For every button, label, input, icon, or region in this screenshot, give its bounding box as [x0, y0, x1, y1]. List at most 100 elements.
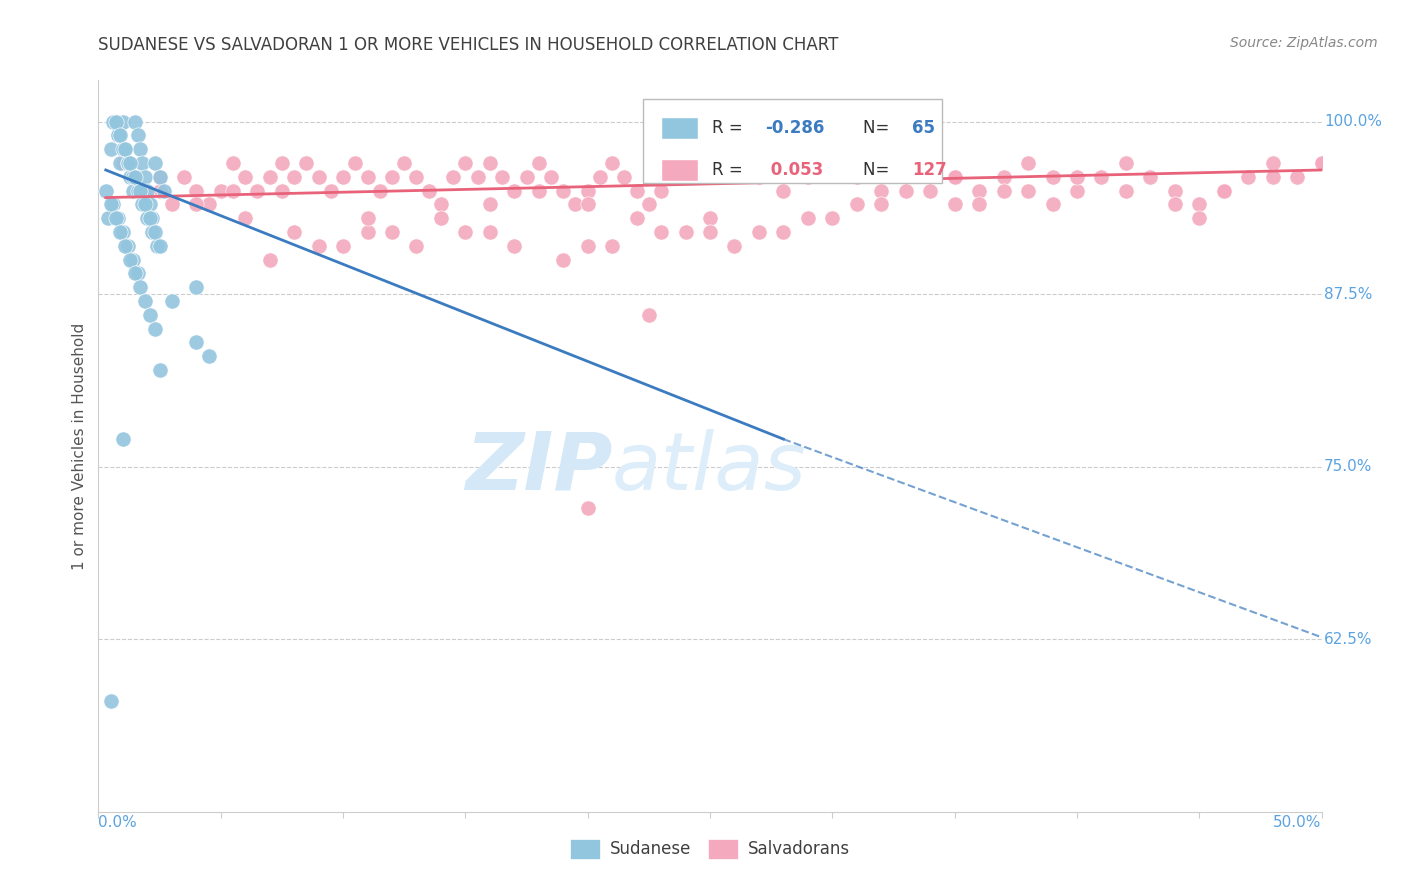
Point: [121, 252, 143, 267]
Point: [283, 225, 305, 239]
Point: [478, 225, 501, 239]
Point: [139, 197, 162, 211]
Point: [600, 156, 623, 170]
Point: [356, 225, 378, 239]
Point: [308, 239, 330, 253]
Point: [270, 184, 294, 198]
Point: [124, 169, 146, 184]
Text: 127: 127: [912, 161, 946, 179]
Point: [114, 142, 136, 156]
Point: [454, 225, 477, 239]
Point: [430, 211, 453, 226]
Point: [136, 211, 159, 226]
Point: [356, 211, 378, 226]
Point: [149, 239, 172, 253]
Point: [441, 169, 464, 184]
Point: [114, 142, 136, 156]
Point: [1042, 197, 1064, 211]
Point: [662, 169, 685, 184]
Point: [111, 225, 134, 239]
Point: [527, 156, 550, 170]
Point: [110, 225, 132, 239]
Point: [723, 156, 745, 170]
Point: [259, 169, 281, 184]
Point: [160, 197, 183, 211]
Text: -0.286: -0.286: [765, 119, 824, 136]
Point: [246, 184, 269, 198]
Point: [503, 184, 526, 198]
Text: 62.5%: 62.5%: [1324, 632, 1372, 647]
Point: [576, 197, 599, 211]
Point: [870, 184, 893, 198]
Point: [186, 335, 208, 350]
Point: [527, 184, 550, 198]
Point: [104, 211, 127, 226]
Point: [1310, 156, 1333, 170]
Point: [967, 184, 990, 198]
Point: [117, 156, 139, 170]
Point: [283, 169, 305, 184]
Point: [111, 114, 134, 128]
Point: [1115, 184, 1137, 198]
Point: [197, 349, 219, 363]
Point: [139, 308, 162, 322]
Point: [295, 156, 318, 170]
Point: [1212, 184, 1234, 198]
Point: [120, 252, 142, 267]
Point: [94, 184, 117, 198]
Point: [1139, 169, 1161, 184]
Point: [110, 128, 132, 143]
Point: [650, 184, 672, 198]
Point: [127, 267, 149, 281]
Point: [222, 156, 245, 170]
Point: [845, 169, 868, 184]
Text: 65: 65: [912, 119, 935, 136]
Text: Source: ZipAtlas.com: Source: ZipAtlas.com: [1230, 36, 1378, 50]
Point: [381, 169, 404, 184]
Text: R =: R =: [713, 161, 748, 179]
Point: [121, 184, 143, 198]
Point: [1042, 169, 1064, 184]
Point: [100, 197, 122, 211]
Point: [131, 197, 153, 211]
Point: [1237, 169, 1260, 184]
Point: [233, 211, 256, 226]
Point: [1310, 156, 1333, 170]
Point: [650, 225, 672, 239]
Point: [149, 363, 172, 377]
Point: [600, 239, 623, 253]
Point: [1188, 211, 1211, 226]
Point: [186, 197, 208, 211]
Point: [186, 280, 208, 294]
Point: [149, 184, 172, 198]
Point: [943, 169, 966, 184]
Y-axis label: 1 or more Vehicles in Household: 1 or more Vehicles in Household: [72, 322, 87, 570]
Text: N=: N=: [863, 119, 894, 136]
Point: [454, 156, 477, 170]
Point: [134, 197, 156, 211]
FancyBboxPatch shape: [643, 99, 942, 183]
Point: [478, 156, 501, 170]
Point: [748, 225, 770, 239]
Point: [540, 169, 562, 184]
Point: [127, 184, 149, 198]
Point: [129, 280, 152, 294]
Point: [1090, 169, 1112, 184]
Point: [124, 169, 146, 184]
Point: [1017, 184, 1039, 198]
Point: [332, 169, 354, 184]
Point: [143, 156, 166, 170]
Point: [107, 128, 129, 143]
Point: [120, 169, 142, 184]
Text: N=: N=: [863, 161, 894, 179]
Point: [308, 169, 330, 184]
Point: [675, 225, 697, 239]
Point: [392, 156, 416, 170]
Point: [114, 239, 136, 253]
Text: 0.0%: 0.0%: [98, 815, 138, 830]
Text: 100.0%: 100.0%: [1324, 114, 1382, 129]
Text: 50.0%: 50.0%: [1274, 815, 1322, 830]
Point: [894, 169, 917, 184]
Point: [127, 128, 149, 143]
Point: [107, 211, 129, 226]
